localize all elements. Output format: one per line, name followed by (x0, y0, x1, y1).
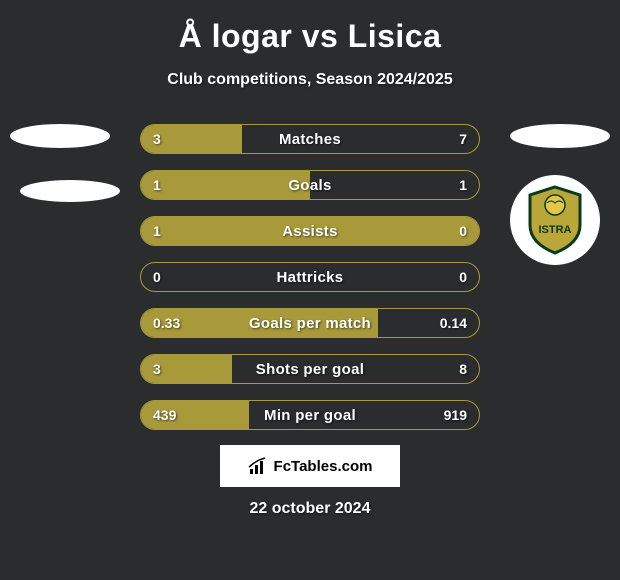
bar-label: Goals per match (141, 309, 479, 337)
stat-bar-row: 00Hattricks (140, 262, 480, 292)
player-left-avatar-placeholder-1 (10, 124, 110, 148)
bar-label: Hattricks (141, 263, 479, 291)
stat-bar-row: 0.330.14Goals per match (140, 308, 480, 338)
subtitle: Club competitions, Season 2024/2025 (0, 71, 620, 89)
site-logo: FcTables.com (220, 445, 400, 487)
page-title: Å logar vs Lisica (0, 0, 620, 55)
bar-label: Shots per goal (141, 355, 479, 383)
stat-bar-row: 38Shots per goal (140, 354, 480, 384)
bar-label: Assists (141, 217, 479, 245)
crest-text: ISTRA (539, 224, 572, 236)
stats-bars-container: 37Matches 11Goals 10Assists 00Hattricks 0.33… (140, 124, 480, 446)
player-left-avatar-placeholder-2 (20, 180, 120, 202)
player-right-team-crest: ISTRA (510, 175, 600, 265)
bar-label: Min per goal (141, 401, 479, 429)
team-crest-icon: ISTRA (525, 185, 585, 255)
stat-bar-row: 37Matches (140, 124, 480, 154)
logo-text: FcTables.com (274, 458, 373, 475)
player-right-avatar-placeholder-1 (510, 124, 610, 148)
stat-bar-row: 11Goals (140, 170, 480, 200)
chart-icon (248, 457, 268, 475)
date-text: 22 october 2024 (0, 500, 620, 518)
bar-label: Matches (141, 125, 479, 153)
bar-label: Goals (141, 171, 479, 199)
stat-bar-row: 10Assists (140, 216, 480, 246)
stat-bar-row: 439919Min per goal (140, 400, 480, 430)
